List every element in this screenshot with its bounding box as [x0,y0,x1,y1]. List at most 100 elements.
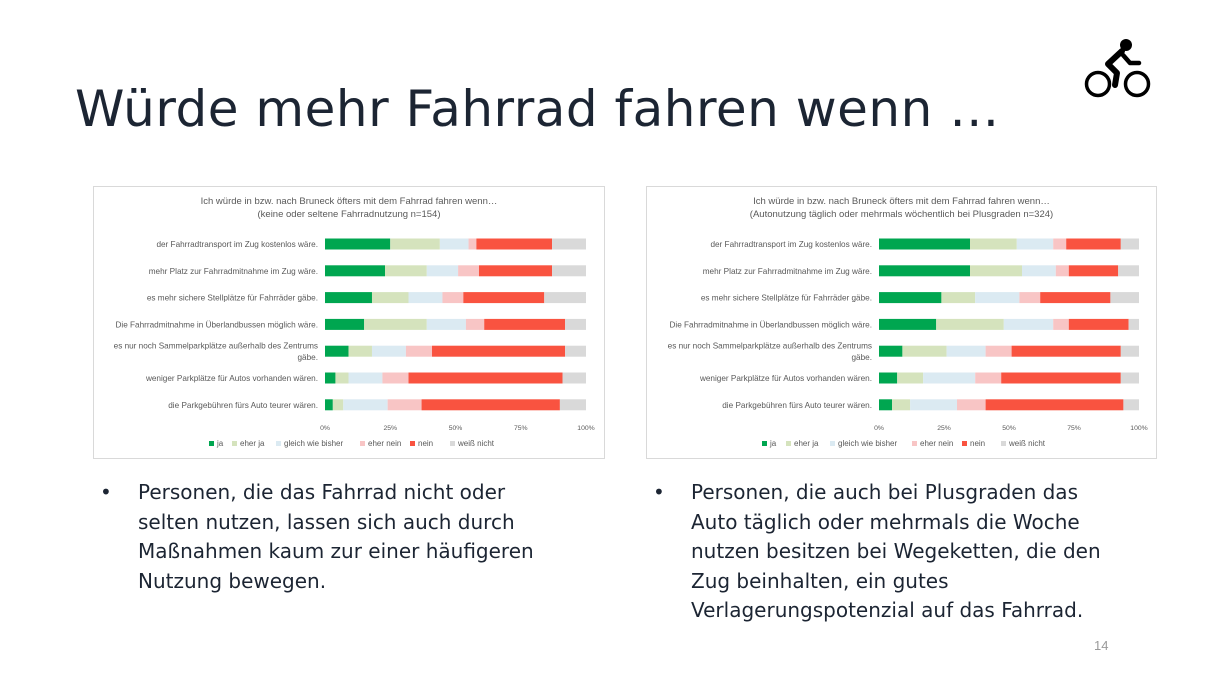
bar-segment [957,399,986,411]
bicycle-front-wheel [1123,70,1151,98]
category-label: mehr Platz zur Fahrradmitnahme im Zug wä… [703,267,872,276]
legend-swatch [786,441,791,446]
bar-segment [364,318,427,330]
bar-segment [325,372,336,384]
bar-segment [902,345,947,357]
bar-segment [879,265,970,277]
bar-segment [325,292,372,304]
bar-segment [348,345,372,357]
bar-segment [897,372,924,384]
bar-segment [458,265,479,277]
bar-segment [1011,345,1121,357]
bar-segment [426,265,459,277]
bar-segment [879,238,970,250]
bar-segment [985,399,1124,411]
bar-segment [552,238,586,250]
bar-segment [879,292,942,304]
bullet-symbol: • [100,480,112,504]
bar-segment [325,318,365,330]
legend-swatch [1001,441,1006,446]
category-label: die Parkgebühren fürs Auto teurer wären. [722,401,872,410]
legend-swatch [830,441,835,446]
bar-segment [484,318,566,330]
bar-segment [970,238,1017,250]
category-label: Die Fahrradmitnahme in Überlandbussen mö… [115,319,318,329]
bar-segment [879,399,892,411]
bicycle-rear-wheel [1084,70,1112,98]
bar-segment [975,372,1002,384]
bar-segment [565,345,586,357]
bar-segment [936,318,1004,330]
legend-swatch [276,441,281,446]
chart-title-line: (Autonutzung täglich oder mehrmals wöche… [750,209,1053,220]
legend-label: eher ja [794,439,819,448]
legend-swatch [232,441,237,446]
chart-1-svg: Ich würde in bzw. nach Bruneck öfters mi… [114,196,595,448]
bar-segment [426,318,466,330]
bar-segment [478,265,553,277]
bar-segment [562,372,586,384]
bullet-line: Zug beinhalten, ein gutes [691,568,949,593]
rider-arm [1120,52,1142,66]
bar-segment [1053,318,1069,330]
bar-segment [476,238,553,250]
legend-label: nein [418,439,433,448]
bar-segment [442,292,464,304]
legend-label: eher nein [368,439,401,448]
bar-segment [325,238,391,250]
page-number: 14 [1094,638,1109,653]
x-tick-label: 100% [577,425,594,432]
bullet-line: Auto täglich oder mehrmals die Woche [691,509,1080,534]
legend-swatch [209,441,214,446]
bar-segment [1022,265,1056,277]
legend-swatch [410,441,415,446]
legend-swatch [450,441,455,446]
bar-segment [1040,292,1111,304]
bullet-line: Verlagerungspotenzial auf das Fahrrad. [691,598,1084,622]
bar-segment [432,345,566,357]
bar-segment [421,399,560,411]
bar-segment [1118,265,1139,277]
legend-swatch [912,441,917,446]
bar-segment [552,265,586,277]
bullet-line: Nutzung bewegen. [138,568,327,593]
bar-segment [941,292,976,304]
category-label: Die Fahrradmitnahme in Überlandbussen mö… [669,319,872,329]
bar-segment [439,238,469,250]
bar-segment [405,345,433,357]
category-label: gäbe. [852,353,873,362]
legend-label: gleich wie bisher [838,439,897,448]
bar-segment [923,372,976,384]
legend-label: eher ja [240,439,265,448]
bar-segment [390,238,440,250]
legend-label: weiß nicht [1008,439,1046,448]
bar-segment [371,345,406,357]
bar-segment [1066,238,1121,250]
bullet-line: Maßnahmen kaum zur einer häufigeren [138,539,534,563]
bar-segment [382,372,409,384]
category-label: weniger Parkplätze für Autos vorhanden w… [145,374,318,383]
bar-segment [348,372,383,384]
bar-segment [892,399,911,411]
x-tick-label: 25% [937,425,951,432]
bar-segment [371,292,409,304]
bar-segment [1120,372,1139,384]
bar-segment [1016,238,1054,250]
legend-label: ja [216,439,224,448]
bar-segment [1053,238,1067,250]
bar-segment [1128,318,1139,330]
bar-segment [332,399,344,411]
legend-label: ja [769,439,777,448]
category-label: der Fahrradtransport im Zug kostenlos wä… [710,240,872,249]
bar-segment [335,372,349,384]
bullet-list-left: • Personen, die das Fahrrad nicht oder s… [100,478,620,628]
x-tick-label: 50% [1002,425,1016,432]
bar-segment [1110,292,1139,304]
bar-segment [1019,292,1041,304]
bar-segment [946,345,986,357]
bar-segment [910,399,957,411]
slide-title: Würde mehr Fahrrad fahren wenn … [75,80,1000,138]
bar-segment [465,318,485,330]
legend-label: nein [970,439,985,448]
bar-segment [1068,318,1129,330]
